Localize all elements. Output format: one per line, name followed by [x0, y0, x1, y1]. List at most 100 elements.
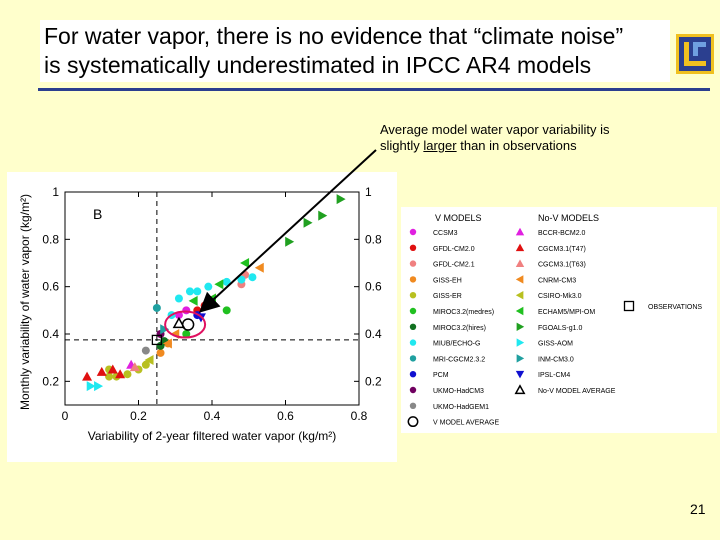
lab-logo-icon [676, 34, 714, 74]
legend-marker [515, 243, 525, 252]
legend-label: UKMO-HadGEM1 [433, 404, 489, 411]
legend-marker [623, 300, 635, 312]
point-cgcm3-1-t47 [82, 371, 93, 381]
point-inm-cm3-0 [160, 324, 170, 335]
y-tick-label: 1 [52, 185, 59, 199]
point-v-model-average [181, 318, 195, 331]
legend-label: CGCM3.1(T47) [538, 246, 586, 253]
legend-marker [409, 244, 417, 251]
legend-marker [515, 275, 524, 284]
callout-line2-post: than in observations [456, 138, 577, 153]
y-tick-label-right: 0.6 [365, 280, 382, 294]
chart-panel: 0 0.2 0.4 0.6 0.8 0.2 0.2 0.4 0.4 0.6 0.6 0.8 0.8 1 1 … [7, 172, 397, 462]
point-miub-echo-g [237, 275, 246, 284]
slide-title-line1: For water vapor, there is no evidence th… [44, 23, 624, 49]
legend-label: GISS-AOM [538, 341, 573, 348]
legend-label: GFDL-CM2.0 [433, 246, 475, 253]
point-miroc3-2-medres [222, 306, 231, 315]
callout-line2: slightly larger than in observations [380, 138, 610, 154]
point-miub-echo-g [222, 277, 231, 286]
legend-nov-header: No-V MODELS [538, 213, 599, 223]
point-echam5-mpi-om [207, 293, 216, 304]
x-axis-label: Variability of 2-year filtered water vap… [88, 429, 337, 443]
point-csiro-mk3-0 [144, 355, 154, 366]
x-tick-label: 0.6 [277, 409, 294, 423]
point-echam5-mpi-om [188, 295, 198, 306]
point-mri-cgcm2-3-2 [152, 303, 161, 312]
legend-label: CNRM-CM3 [538, 277, 576, 284]
legend-marker [409, 307, 417, 315]
legend-label: MIROC3.2(hires) [433, 325, 486, 332]
point-miub-echo-g [248, 273, 257, 282]
point-giss-eh [156, 348, 165, 357]
legend-label: BCCR-BCM2.0 [538, 230, 586, 237]
y-axis-label: Monthly variability of water vapor (kg/m… [18, 194, 32, 410]
callout-line2-pre: slightly [380, 138, 424, 153]
point-cnrm-cm3 [254, 262, 264, 273]
point-observations [151, 334, 163, 346]
legend-label: CGCM3.1(T63) [538, 262, 586, 269]
panel-label: B [93, 206, 102, 222]
x-tick-label: 0.2 [130, 409, 147, 423]
legend-v-header: V MODELS [435, 213, 482, 223]
legend-marker [409, 371, 417, 378]
x-tick-label: 0.8 [351, 409, 368, 423]
point-miub-echo-g [174, 294, 183, 303]
legend-marker [516, 338, 525, 347]
point-cgcm3-1-t47 [96, 366, 107, 376]
legend-marker [409, 323, 417, 330]
point-giss-aom [86, 381, 96, 392]
legend-label: CCSM3 [433, 230, 458, 237]
legend-label: No-V MODEL AVERAGE [538, 388, 616, 395]
legend-marker [515, 370, 525, 379]
y-tick-label-right: 0.8 [365, 232, 382, 246]
legend-label: GISS-ER [433, 293, 462, 300]
title-divider [38, 88, 710, 91]
point-miroc3-2-medres [182, 330, 191, 338]
y-tick-label: 0.6 [42, 280, 59, 294]
legend-label: IPSL-CM4 [538, 372, 570, 379]
point-miub-echo-g [185, 287, 194, 296]
legend-label: GFDL-CM2.1 [433, 262, 475, 269]
legend-label: GISS-EH [433, 277, 462, 284]
point-echam5-mpi-om [240, 258, 250, 268]
legend-label: PCM [433, 372, 449, 379]
legend-label: MRI-CGCM2.3.2 [433, 356, 485, 363]
legend-marker [515, 291, 524, 300]
point-giss-er [123, 370, 132, 379]
callout-annotation: Average model water vapor variability is… [380, 122, 610, 154]
y-tick-label: 0.2 [42, 374, 59, 388]
point-cgcm3-1-t47 [107, 364, 118, 374]
highlight-ellipse [164, 310, 207, 339]
legend-marker [515, 259, 525, 267]
legend-marker [409, 292, 417, 299]
y-tick-label: 0.8 [42, 232, 59, 246]
legend: V MODELS No-V MODELS CCSM3 GFDL-CM2.0 GFDL… [407, 213, 702, 428]
x-tick-label: 0 [62, 409, 69, 423]
legend-label: OBSERVATIONS [648, 304, 702, 311]
slide-title: For water vapor, there is no evidence th… [40, 20, 670, 82]
legend-label: MIROC3.2(medres) [433, 309, 494, 316]
point-giss-er [141, 360, 150, 369]
point-fgoals-g1-0 [285, 236, 295, 247]
legend-marker [409, 402, 417, 409]
point-no-v-model-average [172, 316, 186, 329]
legend-marker [409, 339, 417, 346]
point-gfdl-cm2-0 [200, 301, 209, 310]
y-tick-label-right: 0.2 [365, 374, 382, 388]
y-tick-label: 0.4 [42, 327, 59, 341]
slide-title-line2: is systematically underestimated in IPCC… [44, 52, 592, 78]
legend-label: V MODEL AVERAGE [433, 420, 499, 427]
point-miub-echo-g [193, 287, 202, 296]
legend-marker [516, 322, 525, 331]
legend-marker [409, 228, 417, 236]
point-cgcm3-1-t47 [115, 369, 126, 379]
legend-marker [409, 260, 417, 267]
legend-label: UKMO-HadCM3 [433, 388, 484, 395]
legend-marker [515, 227, 525, 236]
legend-label: FGOALS-g1.0 [538, 325, 582, 332]
legend-marker [516, 354, 525, 363]
legend-marker [409, 276, 417, 283]
point-ccsm3 [182, 306, 191, 315]
legend-label: MIUB/ECHO-G [433, 341, 480, 348]
